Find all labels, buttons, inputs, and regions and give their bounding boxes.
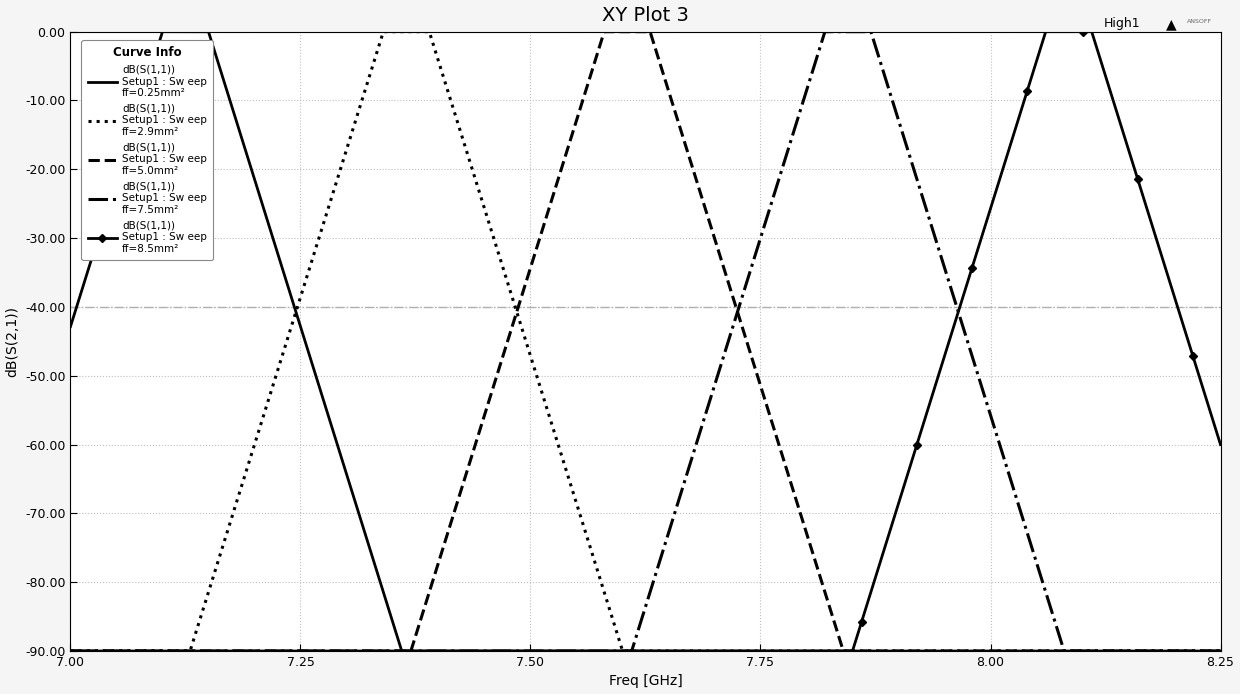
Text: ANSOFF: ANSOFF — [1187, 19, 1211, 24]
Title: XY Plot 3: XY Plot 3 — [603, 6, 689, 24]
Y-axis label: dB(S(2,1)): dB(S(2,1)) — [5, 306, 20, 377]
X-axis label: Freq [GHz]: Freq [GHz] — [609, 675, 682, 688]
Legend: dB(S(1,1))
Setup1 : Sw eep
ff=0.25mm², dB(S(1,1))
Setup1 : Sw eep
ff=2.9mm², dB(: dB(S(1,1)) Setup1 : Sw eep ff=0.25mm², d… — [82, 40, 213, 260]
Text: ▲: ▲ — [1166, 17, 1177, 31]
Text: High1: High1 — [1104, 17, 1141, 31]
